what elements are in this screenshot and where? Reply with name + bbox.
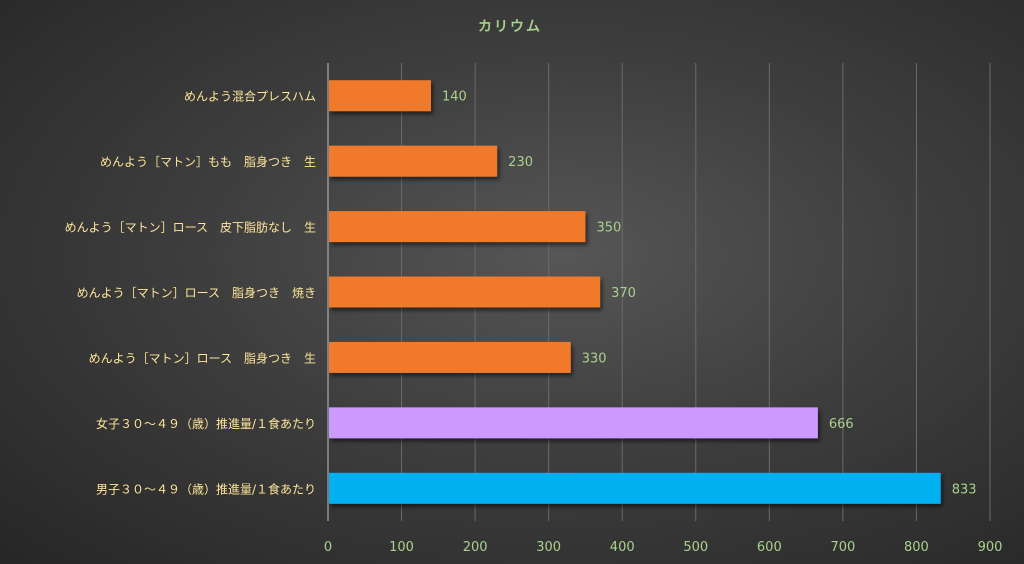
labels: 0 100 200 300 400 500 600 700 800 900 めんよう混合プレスハム 1… <box>65 89 1003 555</box>
x-tick-label-500: 500 <box>683 540 708 555</box>
data-label-5: 330 <box>582 351 607 366</box>
x-tick-label-200: 200 <box>463 540 488 555</box>
category-label-1: めんよう混合プレスハム <box>184 89 316 104</box>
bar-6 <box>329 407 818 439</box>
category-label-4: めんよう［マトン］ロース 脂身つき 焼き <box>77 285 316 300</box>
chart-title: カリウム <box>478 19 542 35</box>
data-label-3: 350 <box>596 221 621 236</box>
data-label-7: 833 <box>952 482 977 497</box>
category-label-6: 女子３０～４９（歳）推進量/１食あたり <box>96 416 316 431</box>
x-tick-label-800: 800 <box>904 540 929 555</box>
bar-2 <box>329 145 498 177</box>
data-label-4: 370 <box>611 286 636 301</box>
data-label-1: 140 <box>442 90 467 105</box>
bars <box>329 80 941 504</box>
category-label-2: めんよう［マトン］もも 脂身つき 生 <box>100 154 316 169</box>
x-tick-label-100: 100 <box>389 540 414 555</box>
data-label-2: 230 <box>508 155 533 170</box>
x-tick-label-900: 900 <box>978 540 1003 555</box>
bar-5 <box>329 341 571 373</box>
category-label-3: めんよう［マトン］ロース 皮下脂肪なし 生 <box>65 220 316 235</box>
bar-3 <box>329 211 586 243</box>
data-label-6: 666 <box>829 417 854 432</box>
x-tick-label-700: 700 <box>830 540 855 555</box>
gridlines <box>401 63 991 521</box>
x-tick-label-400: 400 <box>610 540 635 555</box>
category-label-7: 男子３０～４９（歳）推進量/１食あたり <box>96 481 316 496</box>
category-label-5: めんよう［マトン］ロース 脂身つき 生 <box>89 350 316 365</box>
bar-7 <box>329 472 941 504</box>
bar-1 <box>329 80 431 112</box>
x-tick-label-600: 600 <box>757 540 782 555</box>
bar-4 <box>329 276 601 308</box>
x-tick-label-300: 300 <box>536 540 561 555</box>
x-tick-label-0: 0 <box>324 540 332 555</box>
